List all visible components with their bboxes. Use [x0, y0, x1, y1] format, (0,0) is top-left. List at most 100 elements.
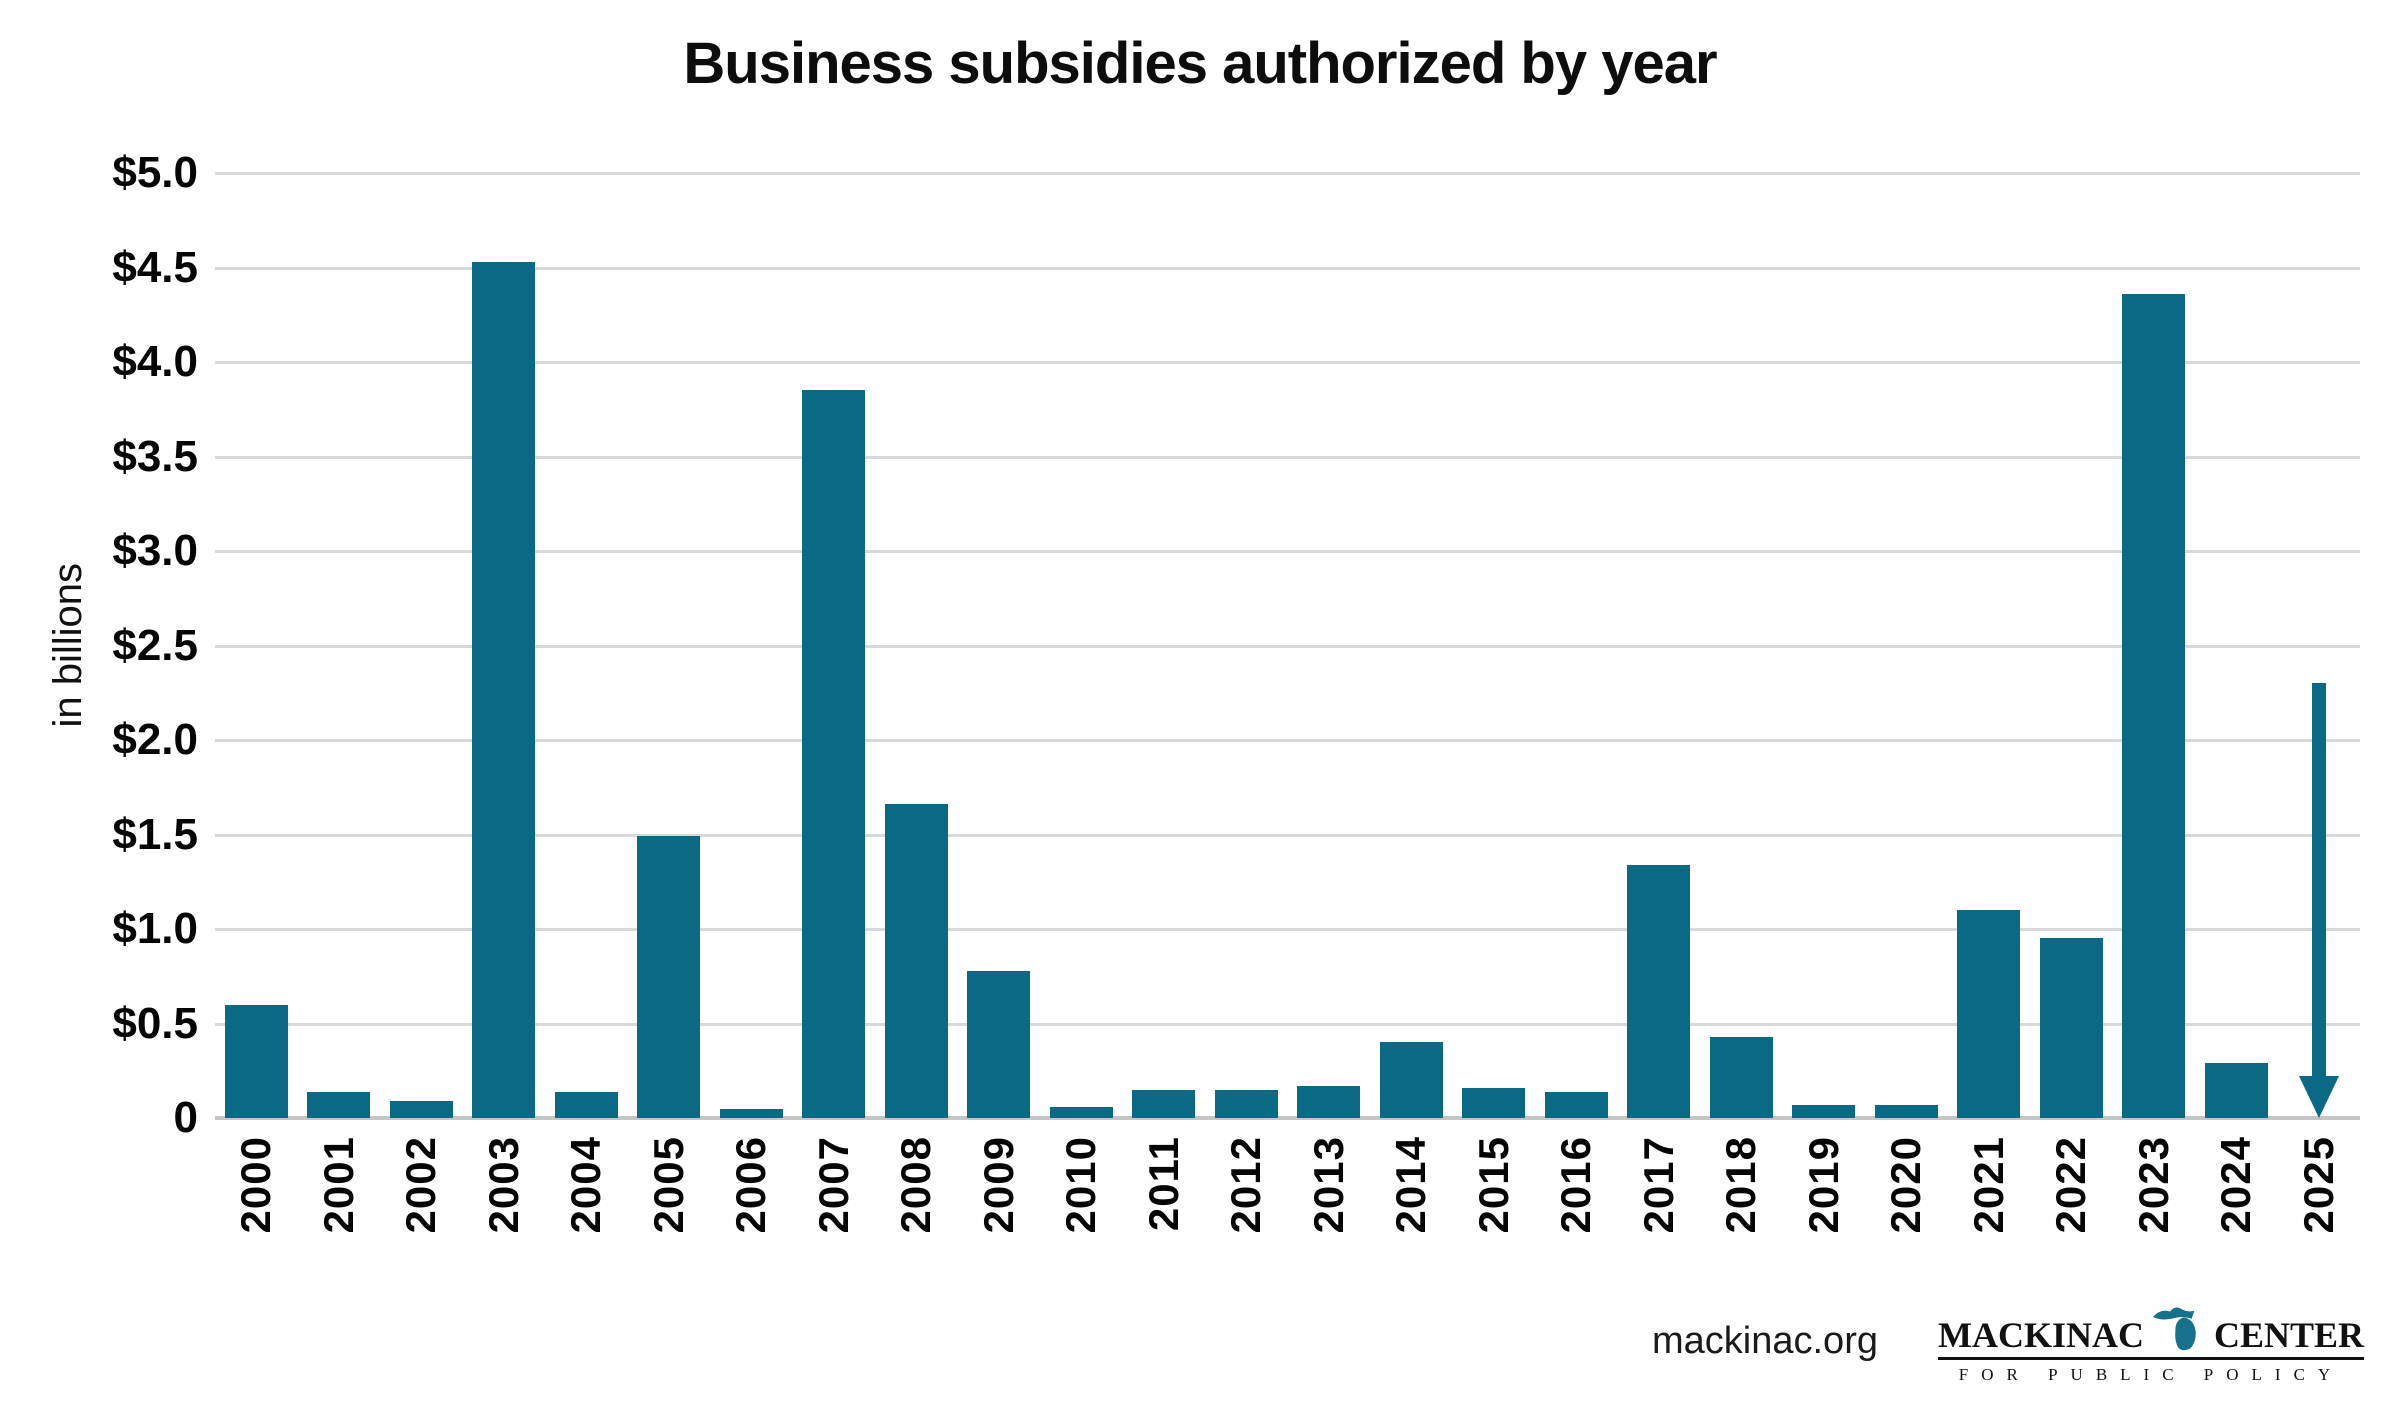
- x-tick-label: 2024: [2212, 1136, 2260, 1234]
- plot-area: [215, 172, 2360, 1120]
- x-label-cell-2001: 2001: [298, 1136, 381, 1321]
- bar-cell-2017: [1618, 173, 1701, 1118]
- bar-2015: [1462, 1087, 1526, 1118]
- x-label-cell-2017: 2017: [1618, 1136, 1701, 1321]
- x-tick-label: 2017: [1634, 1136, 1682, 1234]
- bar-2010: [1049, 1106, 1113, 1118]
- x-tick-label: 2002: [397, 1136, 445, 1234]
- x-tick-label: 2005: [644, 1136, 692, 1234]
- bar-2019: [1792, 1104, 1856, 1118]
- x-tick-label: 2018: [1717, 1136, 1765, 1234]
- x-tick-label: 2013: [1304, 1136, 1352, 1234]
- bar-cell-2012: [1205, 173, 1288, 1118]
- x-tick-label: 2004: [562, 1136, 610, 1234]
- x-tick-label: 2019: [1799, 1136, 1847, 1234]
- gridline: [215, 1022, 2360, 1026]
- x-axis-line: [215, 1116, 2360, 1120]
- bar-2021: [1957, 910, 2021, 1118]
- bar-cell-2008: [875, 173, 958, 1118]
- x-label-cell-2025: 2025: [2278, 1136, 2361, 1321]
- bar-cell-2022: [2030, 173, 2113, 1118]
- bar-2007: [802, 390, 866, 1118]
- bar-cell-2015: [1453, 173, 1536, 1118]
- y-tick-label: $4.0: [112, 337, 198, 386]
- x-tick-label: 2012: [1222, 1136, 1270, 1234]
- y-tick-label: $1.0: [112, 904, 198, 953]
- y-tick-label: $5.0: [112, 148, 198, 197]
- y-tick-label: $4.5: [112, 242, 198, 292]
- bar-cell-2010: [1040, 173, 1123, 1118]
- bar-cell-2021: [1948, 173, 2031, 1118]
- x-tick-label: 2010: [1057, 1136, 1105, 1234]
- gridline: [215, 550, 2360, 553]
- x-tick-label: 2023: [2129, 1136, 2177, 1234]
- gridline: [215, 644, 2360, 648]
- bar-cell-2013: [1288, 173, 1371, 1118]
- x-label-cell-2000: 2000: [215, 1136, 298, 1321]
- bar-2016: [1544, 1091, 1608, 1118]
- bar-cell-2020: [1865, 173, 1948, 1118]
- x-tick-label: 2006: [727, 1136, 775, 1234]
- gridline: [215, 739, 2360, 742]
- x-tick-label: 2022: [2047, 1136, 2095, 1234]
- bar-2002: [389, 1101, 453, 1118]
- bar-cell-2001: [298, 173, 381, 1118]
- bar-cell-2011: [1123, 173, 1206, 1118]
- x-tick-label: 2003: [479, 1136, 527, 1234]
- x-label-cell-2010: 2010: [1040, 1136, 1123, 1321]
- x-tick-label: 2001: [314, 1136, 362, 1234]
- bar-2013: [1297, 1085, 1361, 1118]
- footer: mackinac.org MACKINAC CENTER FOR PUBLIC …: [1652, 1297, 2364, 1385]
- gridline: [215, 361, 2360, 364]
- x-label-cell-2004: 2004: [545, 1136, 628, 1321]
- bar-2024: [2204, 1063, 2268, 1118]
- x-label-cell-2007: 2007: [793, 1136, 876, 1321]
- bar-cell-2007: [793, 173, 876, 1118]
- down-arrow-shaft: [2311, 683, 2326, 1076]
- y-axis-tick-labels: $5.0 $4.5 $4.0 $3.5 $3.0 $2.5 $2.0 $1.5 $1.0 $0.5…: [0, 148, 198, 1142]
- website-url: mackinac.org: [1652, 1319, 1878, 1362]
- bar-2006: [719, 1108, 783, 1118]
- bar-2012: [1214, 1089, 1278, 1118]
- bar-2000: [224, 1004, 288, 1118]
- bar-2003: [472, 261, 536, 1118]
- michigan-icon: [2152, 1307, 2196, 1351]
- y-tick-label: $0.5: [112, 998, 198, 1048]
- bar-cell-2019: [1783, 173, 1866, 1118]
- bar-2023: [2122, 293, 2186, 1118]
- x-label-cell-2016: 2016: [1535, 1136, 1618, 1321]
- down-arrow-2025: [2287, 683, 2350, 1118]
- x-tick-label: 2011: [1139, 1136, 1187, 1232]
- gridline: [215, 266, 2360, 270]
- x-label-cell-2008: 2008: [875, 1136, 958, 1321]
- logo-name-row: MACKINAC CENTER: [1938, 1297, 2364, 1353]
- x-label-cell-2005: 2005: [628, 1136, 711, 1321]
- bar-2011: [1132, 1089, 1196, 1118]
- y-tick-label: $3.0: [112, 526, 198, 575]
- x-label-cell-2003: 2003: [463, 1136, 546, 1321]
- x-label-cell-2013: 2013: [1288, 1136, 1371, 1321]
- logo-name-right: CENTER: [2213, 1315, 2364, 1355]
- x-label-cell-2018: 2018: [1700, 1136, 1783, 1321]
- x-label-cell-2022: 2022: [2030, 1136, 2113, 1321]
- x-label-cell-2015: 2015: [1453, 1136, 1536, 1321]
- y-tick-label: $2.5: [112, 620, 198, 670]
- y-tick-label: $3.5: [112, 431, 198, 481]
- logo-name-left: MACKINAC: [1937, 1315, 2144, 1355]
- y-tick-label: $1.5: [112, 809, 198, 859]
- x-label-cell-2009: 2009: [958, 1136, 1041, 1321]
- bar-cell-2005: [628, 173, 711, 1118]
- x-tick-label: 2025: [2294, 1136, 2342, 1234]
- x-tick-label: 2021: [1964, 1136, 2012, 1234]
- bar-cell-2006: [710, 173, 793, 1118]
- page-title: Business subsidies authorized by year: [683, 31, 1717, 96]
- bar-2022: [2039, 938, 2103, 1118]
- bar-2001: [307, 1091, 371, 1118]
- x-tick-label: 2008: [892, 1136, 940, 1234]
- x-label-cell-2020: 2020: [1865, 1136, 1948, 1321]
- x-tick-label: 2020: [1882, 1136, 1930, 1234]
- bar-series: [215, 173, 2360, 1118]
- x-label-cell-2011: 2011: [1123, 1136, 1206, 1321]
- bar-2005: [637, 836, 701, 1118]
- logo-tagline: FOR PUBLIC POLICY: [1958, 1365, 2344, 1384]
